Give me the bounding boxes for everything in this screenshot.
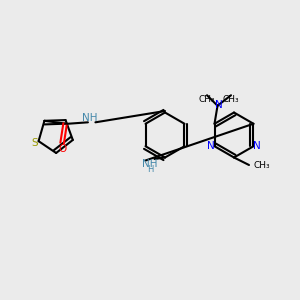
Text: CH₃: CH₃ [199,95,215,104]
Text: NH: NH [82,113,97,123]
Text: CH₃: CH₃ [223,95,239,104]
Text: S: S [32,138,38,148]
Text: N: N [207,141,215,151]
Text: O: O [58,144,67,154]
Text: CH₃: CH₃ [254,160,270,169]
Text: H: H [147,165,153,174]
Text: N: N [215,100,223,110]
Text: N: N [253,141,261,151]
Text: NH: NH [142,159,158,169]
